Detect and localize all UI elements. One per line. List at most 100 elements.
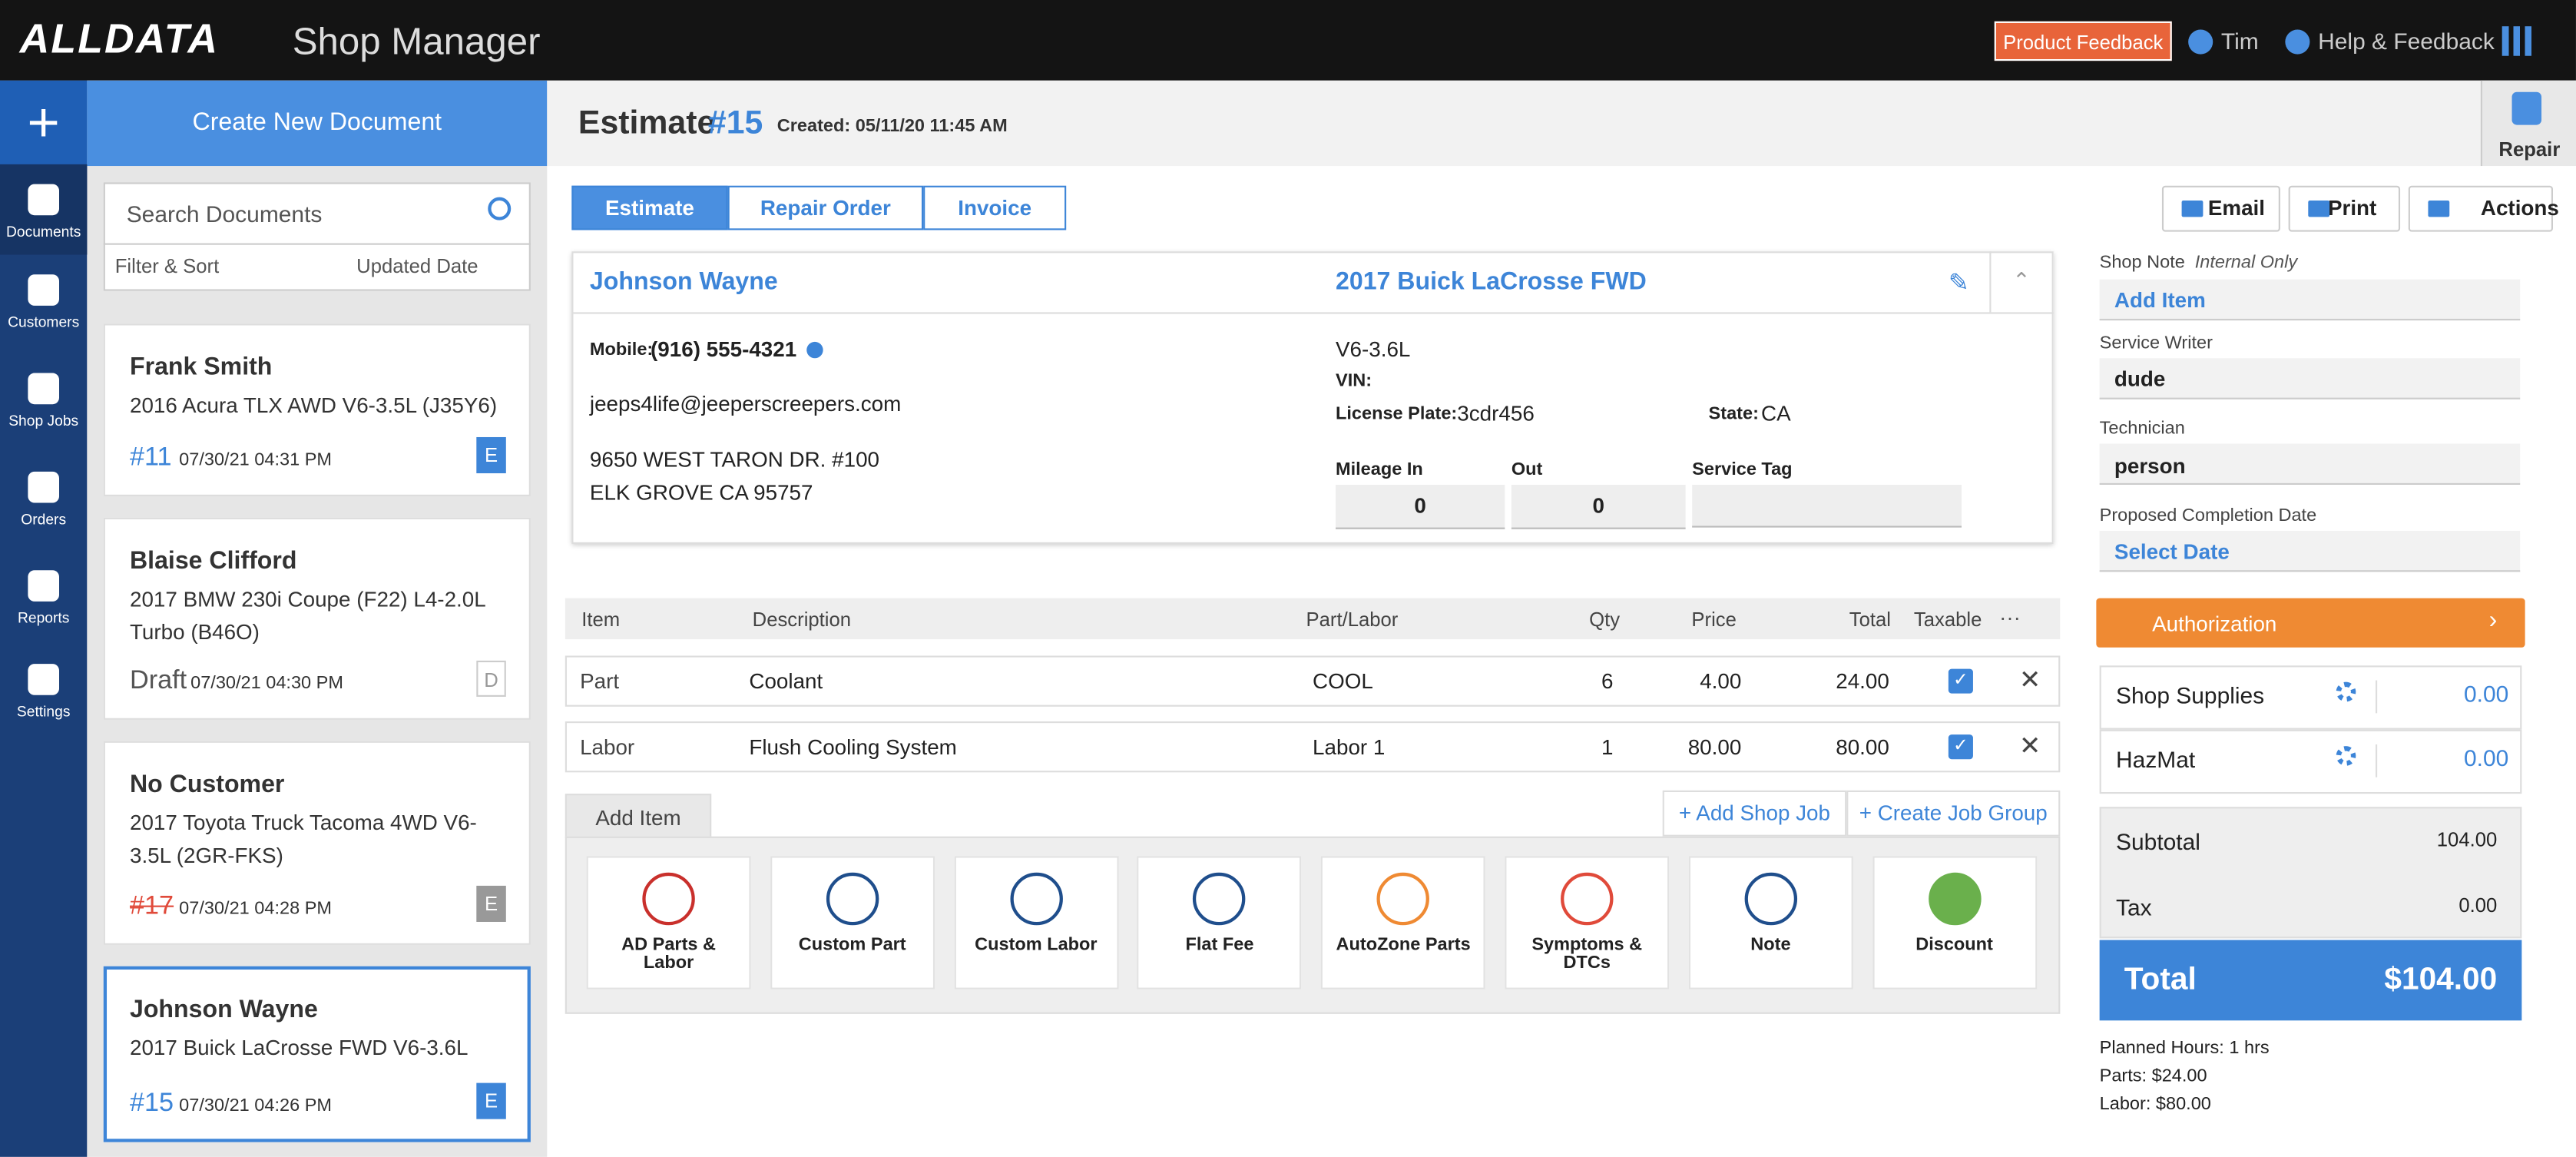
mileage-in-label: Mileage In (1336, 459, 1423, 480)
nav-icon (28, 184, 60, 216)
vin-label: VIN: (1336, 371, 1372, 392)
tile-label[interactable]: AD Parts & Labor (621, 935, 717, 973)
nav-item[interactable]: Orders (21, 511, 67, 528)
tile-label[interactable]: Symptoms & DTCs (1531, 935, 1643, 973)
create-document[interactable]: Create New Document (87, 80, 548, 167)
document-name[interactable]: No Customer (129, 771, 285, 799)
document-name[interactable]: Johnson Wayne (129, 996, 318, 1024)
search-icon[interactable] (488, 197, 512, 220)
repair-label[interactable]: Repair (2498, 138, 2561, 161)
nav-item[interactable]: Customers (8, 313, 80, 330)
add-item-tab[interactable]: Add Item (565, 794, 712, 838)
help-icon (2285, 29, 2310, 55)
collapse-icon[interactable]: ⌃ (2012, 267, 2031, 293)
table-cell[interactable]: Part (580, 668, 620, 694)
table-header-cell: Description (752, 608, 852, 632)
action-button[interactable]: Actions (2408, 185, 2559, 232)
feedback-button[interactable]: Product Feedback (1994, 21, 2172, 61)
fee-row (2099, 665, 2522, 730)
nav-item[interactable]: Shop Jobs (8, 412, 79, 429)
more-icon[interactable]: ··· (1999, 605, 2021, 630)
tile-label[interactable]: Custom Labor (975, 935, 1098, 955)
document-tab[interactable]: Estimate (571, 185, 728, 230)
document-badge: D (476, 660, 506, 697)
technician-select[interactable] (2099, 443, 2521, 486)
document-tab[interactable]: Invoice (923, 185, 1067, 230)
table-header-cell: Taxable (1913, 608, 1982, 632)
table-header-cell: Total (1849, 608, 1891, 632)
authorization[interactable]: Authorization (2152, 611, 2277, 636)
tile-label[interactable]: Flat Fee (1185, 935, 1254, 955)
add-shop-job[interactable]: + Add Shop Job (1662, 790, 1847, 837)
new-button[interactable]: + (0, 80, 88, 167)
search-panel (103, 182, 531, 291)
mileage-out-input[interactable]: 0 (1511, 485, 1686, 529)
logo: ALLDATA (19, 16, 220, 63)
tile-label[interactable]: AutoZone Parts (1336, 935, 1471, 955)
total: $104.00 (2384, 963, 2498, 998)
document-name[interactable]: Frank Smith (129, 353, 273, 382)
table-cell[interactable]: Coolant (749, 668, 823, 694)
plate: 3cdr456 (1457, 400, 1535, 426)
tile-label[interactable]: Note (1750, 935, 1791, 955)
action-button[interactable]: Print (2288, 185, 2401, 232)
taxable-checkbox[interactable]: ✓ (1948, 734, 1973, 760)
shop-note-add[interactable]: Add Item (2114, 287, 2206, 313)
nav-item[interactable]: Documents (5, 223, 81, 240)
fee-value[interactable]: 0.00 (2375, 744, 2508, 777)
table-cell[interactable]: Flush Cooling System (749, 734, 957, 760)
document-badge: E (476, 1082, 506, 1119)
user-icon (2188, 29, 2213, 55)
technician[interactable]: person (2114, 453, 2186, 479)
service-writer-select[interactable] (2099, 358, 2521, 399)
help-link[interactable]: Help & Feedback (2318, 28, 2495, 55)
shop-note-field[interactable] (2099, 279, 2521, 321)
nav-item[interactable]: Settings (16, 703, 71, 720)
delete-button[interactable]: ✕ (2018, 667, 2041, 695)
tile-label[interactable]: Discount (1915, 935, 1993, 955)
nav-icon (28, 664, 60, 695)
authorization-bar[interactable] (2096, 598, 2525, 648)
sort-field[interactable]: Updated Date (356, 254, 478, 278)
filter-sort[interactable]: Filter & Sort (114, 254, 220, 278)
document-tab[interactable]: Repair Order (727, 185, 924, 230)
action-button[interactable]: Email (2161, 185, 2280, 232)
document-vehicle: 2017 BMW 230i Coupe (F22) L4-2.0L Turbo … (129, 586, 485, 645)
create-job-group[interactable]: + Create Job Group (1846, 790, 2061, 837)
doc-created: Created: 05/11/20 11:45 AM (776, 116, 1008, 137)
service-tag-input[interactable] (1692, 485, 1962, 528)
document-date: 07/30/21 04:28 PM (179, 899, 333, 919)
fee-settings[interactable] (2336, 746, 2356, 766)
document-name[interactable]: Blaise Clifford (129, 547, 297, 575)
apps-icon[interactable] (2502, 26, 2532, 56)
edit-icon[interactable]: ✎ (1948, 269, 1969, 298)
document-card[interactable] (103, 966, 531, 1142)
tile-label[interactable]: Custom Part (798, 935, 906, 955)
completion-field[interactable] (2099, 530, 2521, 572)
divider (103, 243, 531, 245)
taxable-checkbox[interactable]: ✓ (1948, 668, 1973, 694)
mileage-in-input[interactable]: 0 (1336, 485, 1505, 529)
tile-icon (1009, 872, 1063, 926)
nav-icon (28, 570, 60, 602)
fee-value[interactable]: 0.00 (2375, 680, 2508, 714)
table-cell[interactable]: COOL (1313, 668, 1373, 694)
customer-name[interactable]: Johnson Wayne (589, 267, 778, 297)
table-header-cell: Price (1691, 608, 1737, 632)
document-card[interactable] (103, 741, 531, 945)
vehicle-title[interactable]: 2017 Buick LaCrosse FWD (1336, 267, 1647, 297)
completion-date[interactable]: Select Date (2114, 539, 2230, 564)
table-header-cell: Part/Labor (1306, 608, 1399, 632)
delete-button[interactable]: ✕ (2018, 732, 2041, 761)
service-writer[interactable]: dude (2114, 366, 2166, 392)
document-card[interactable] (103, 323, 531, 496)
search-input[interactable]: Search Documents (126, 200, 323, 227)
nav-item[interactable]: Reports (17, 609, 70, 626)
user-name[interactable]: Tim (2220, 28, 2259, 55)
labor-total: Labor: $80.00 (2099, 1094, 2211, 1115)
fee-settings[interactable] (2336, 681, 2356, 702)
document-card[interactable] (103, 517, 531, 720)
table-cell[interactable]: Labor (580, 734, 635, 760)
table-cell[interactable]: Labor 1 (1313, 734, 1386, 760)
tile-icon (1376, 872, 1430, 926)
